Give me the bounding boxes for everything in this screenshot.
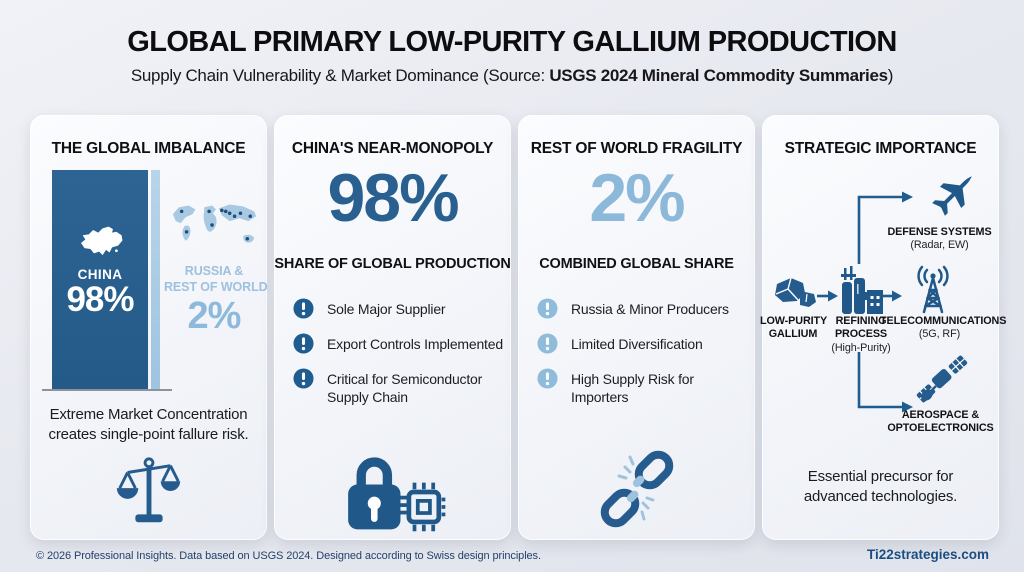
list-item: Export Controls Implemented [293, 333, 507, 354]
monopoly-bullet-list: Sole Major Supplier Export Controls Impl… [293, 298, 507, 406]
footer-credits: © 2026 Professional Insights. Data based… [36, 550, 541, 562]
alert-icon [537, 368, 558, 389]
refining-line2: PROCESS [834, 328, 888, 341]
alert-icon [293, 333, 314, 354]
rest-of-world-share-value: 2% [187, 295, 242, 338]
bullet-label: Limited Diversification [571, 336, 703, 352]
cards-row: THE GLOBAL IMBALANCE CHINA 98% [30, 115, 1007, 540]
satellite-icon [916, 355, 968, 403]
card-heading-fragility: REST OF WORLD FRAGILITY [530, 140, 743, 157]
supply-chain-flow: DEFENSE SYSTEMS (Radar, EW) LOW-PURITY G… [760, 160, 1007, 440]
footer-brand: Ti22strategies.com [866, 547, 989, 562]
rest-label-line1: RUSSIA & [184, 264, 244, 278]
source-line2: GALLIUM [768, 328, 818, 341]
china-label: CHINA [77, 267, 123, 282]
flow-diagram [775, 176, 972, 413]
chart-baseline [42, 389, 172, 391]
card-heading-imbalance: THE GLOBAL IMBALANCE [51, 140, 246, 157]
balance-scale-icon [116, 457, 180, 523]
fragility-bullet-list: Russia & Minor Producers Limited Diversi… [537, 298, 751, 406]
list-item: Limited Diversification [537, 333, 751, 354]
rest-of-world-label: RUSSIA & REST OF WORLD [164, 264, 268, 295]
broken-chain-icon [600, 450, 673, 528]
subtitle-close: ) [887, 66, 894, 85]
subtitle-text: Supply Chain Vulnerability & Market Domi… [130, 66, 550, 85]
low-purity-gallium-label: LOW-PURITY GALLIUM [760, 315, 828, 342]
list-item: Critical for Semiconductor Supply Chain [293, 368, 507, 406]
world-map-icon [172, 204, 257, 243]
china-map-icon [81, 226, 123, 256]
bullet-label: Sole Major Supplier [327, 301, 446, 317]
page-title: GLOBAL PRIMARY LOW-PURITY GALLIUM PRODUC… [127, 26, 897, 58]
telecom-text: TELECOMMUNICATIONS [880, 315, 1007, 327]
list-item: High Supply Risk for Importers [537, 368, 751, 406]
bullet-label: Russia & Minor Producers [571, 301, 729, 317]
rest-of-world-block: RUSSIA & REST OF WORLD 2% [164, 170, 268, 338]
defense-systems-text: DEFENSE SYSTEMS [887, 226, 992, 238]
defense-systems-label: DEFENSE SYSTEMS (Radar, EW) [880, 226, 999, 253]
bullet-label: Critical for Semiconductor Supply Chain [327, 371, 483, 406]
defense-systems-sub: (Radar, EW) [910, 239, 969, 252]
bullet-label: High Supply Risk for Importers [571, 371, 694, 406]
header: GLOBAL PRIMARY LOW-PURITY GALLIUM PRODUC… [0, 0, 1024, 86]
flow-connectors [817, 195, 902, 409]
fighter-jet-icon [932, 176, 972, 216]
imbalance-caption: Extreme Market Concentration creates sin… [30, 405, 267, 444]
card-rest-of-world-fragility: REST OF WORLD FRAGILITY 2% COMBINED GLOB… [518, 115, 755, 540]
source-line1: LOW-PURITY [760, 315, 828, 327]
imbalance-bar-chart: CHINA 98% [30, 170, 268, 391]
telecommunications-label: TELECOMMUNICATIONS (5G, RF) [880, 315, 1007, 342]
alert-icon [293, 298, 314, 319]
refining-process-label: REFINING PROCESS (High-Purity) [824, 315, 898, 355]
alert-icon [537, 298, 558, 319]
page-subtitle: Supply Chain Vulnerability & Market Domi… [0, 66, 1024, 86]
card-china-monopoly: CHINA'S NEAR-MONOPOLY 98% SHARE OF GLOBA… [274, 115, 511, 540]
aerospace-line2: OPTOELECTRONICS [887, 422, 994, 435]
bullet-label: Export Controls Implemented [327, 336, 503, 352]
rest-label-line2: REST OF WORLD [164, 279, 268, 294]
rest-of-world-stat: 2% [589, 160, 685, 236]
alert-icon [293, 368, 314, 389]
aerospace-line1: AEROSPACE & [901, 409, 980, 421]
rest-of-world-bar [151, 170, 160, 389]
list-item: Sole Major Supplier [293, 298, 507, 319]
telecom-sub: (5G, RF) [918, 328, 961, 341]
radio-tower-icon [917, 265, 949, 314]
gallium-ore-icon [775, 277, 816, 307]
imbalance-caption-line1: Extreme Market Concentration [49, 406, 248, 423]
card-heading-strategic: STRATEGIC IMPORTANCE [784, 140, 977, 157]
china-production-stat: 98% [327, 160, 459, 236]
refining-sub: (High-Purity) [831, 341, 891, 354]
alert-icon [537, 333, 558, 354]
subtitle-source: USGS 2024 Mineral Commodity Summaries [549, 66, 888, 85]
lock-chip-icon [347, 457, 445, 532]
card-strategic-importance: STRATEGIC IMPORTANCE [760, 115, 1007, 540]
china-share-value: 98% [66, 280, 134, 319]
strategic-caption-line2: advanced technologies. [803, 487, 958, 505]
flow-arrowheads [828, 191, 913, 413]
china-bar: CHINA 98% [52, 170, 148, 389]
card-heading-monopoly: CHINA'S NEAR-MONOPOLY [291, 140, 494, 157]
list-item: Russia & Minor Producers [537, 298, 751, 319]
refinery-icon [841, 266, 883, 314]
china-production-stat-label: SHARE OF GLOBAL PRODUCTION [274, 256, 511, 272]
aerospace-label: AEROSPACE & OPTOELECTRONICS [882, 409, 999, 436]
rest-of-world-stat-label: COMBINED GLOBAL SHARE [539, 256, 734, 272]
card-global-imbalance: THE GLOBAL IMBALANCE CHINA 98% [30, 115, 268, 540]
refining-line1: REFINING [835, 315, 887, 327]
strategic-caption-line1: Essential precursor for [807, 468, 954, 485]
strategic-caption: Essential precursor for advanced technol… [762, 467, 999, 506]
imbalance-caption-line2: creates single-point fallure risk. [48, 425, 249, 443]
